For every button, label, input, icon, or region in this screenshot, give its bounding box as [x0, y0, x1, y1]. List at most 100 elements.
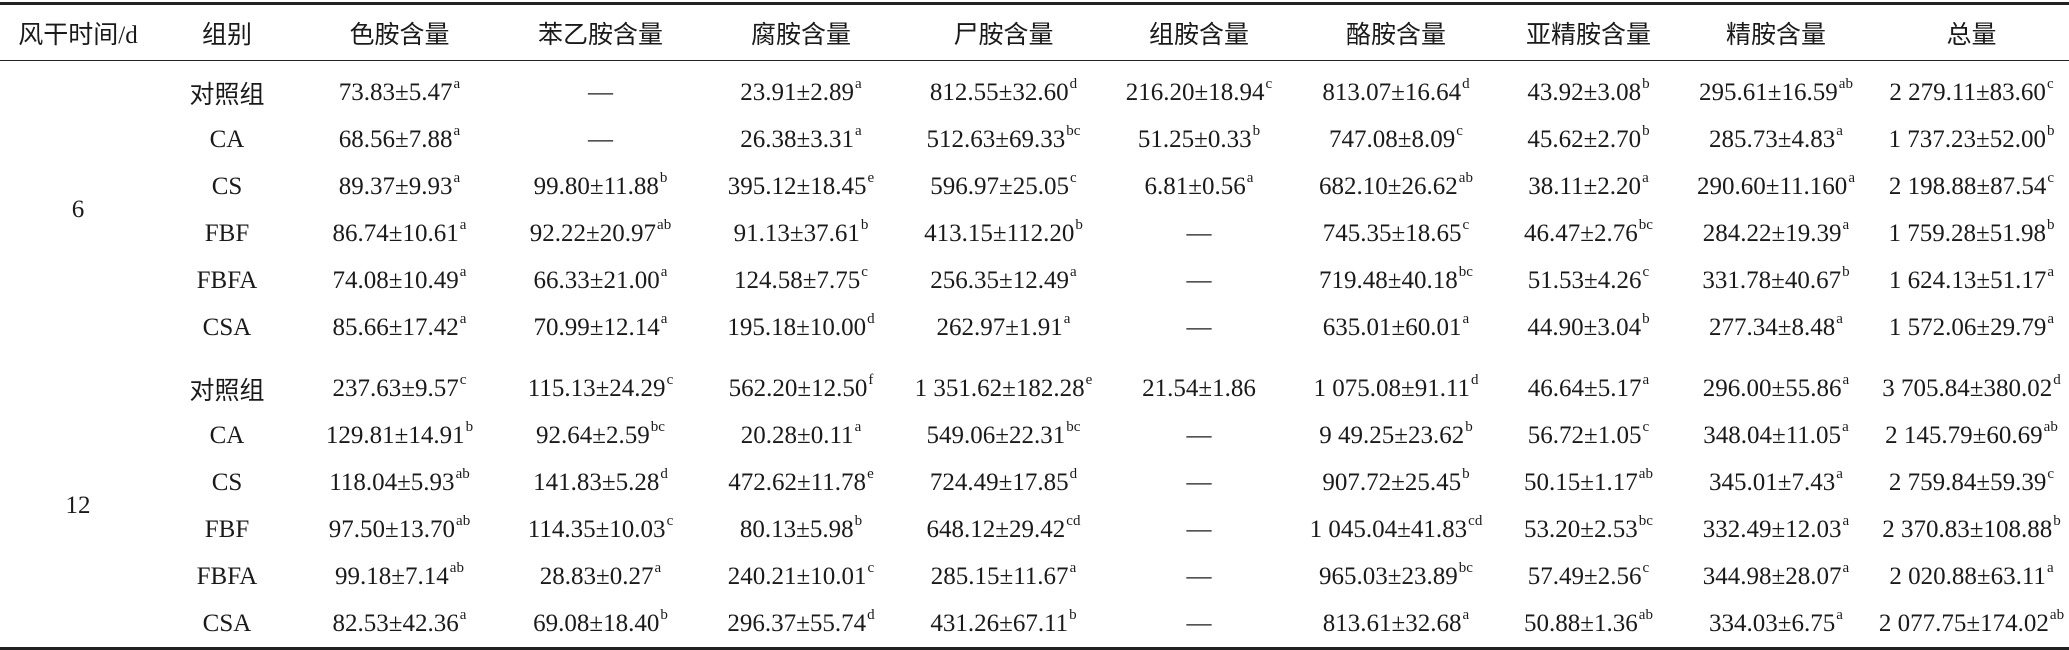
- value-cell: 648.12±29.42cd: [902, 506, 1105, 553]
- value-cell: 345.01±7.43a: [1678, 459, 1874, 506]
- value-text: —: [1186, 515, 1212, 543]
- significance-letter: a: [459, 216, 467, 233]
- value-cell: —: [1105, 304, 1293, 351]
- value-cell: 1 572.06±29.79a: [1874, 304, 2069, 351]
- value-cell: 82.53±42.36a: [298, 600, 501, 650]
- significance-letter: a: [660, 263, 668, 280]
- value-text: —: [1186, 313, 1212, 341]
- value-cell: 907.72±25.45b: [1293, 459, 1499, 506]
- significance-letter: b: [2046, 122, 2055, 139]
- value-text: 472.62±11.78: [728, 468, 867, 496]
- significance-letter: b: [659, 169, 668, 186]
- significance-letter: b: [1069, 606, 1077, 623]
- value-cell: 124.58±7.75c: [700, 257, 902, 304]
- group-cell: 对照组: [189, 81, 265, 109]
- value-text: 596.97±25.05: [930, 172, 1070, 200]
- value-cell: 89.37±9.93a: [298, 163, 501, 210]
- significance-letter: c: [1462, 216, 1470, 233]
- value-text: —: [1186, 609, 1212, 637]
- significance-letter: a: [1063, 310, 1071, 327]
- value-cell: 115.13±24.29c: [501, 351, 700, 412]
- value-text: 99.80±11.88: [533, 172, 659, 200]
- significance-letter: a: [1842, 559, 1850, 576]
- value-text: 68.56±7.88: [338, 125, 453, 153]
- significance-letter: bc: [1638, 512, 1653, 529]
- value-text: 2 198.88±87.54: [1888, 172, 2047, 200]
- value-text: 512.63±69.33: [926, 125, 1066, 153]
- significance-letter: b: [2053, 512, 2061, 529]
- value-cell: 1 045.04±41.83cd: [1293, 506, 1499, 553]
- value-text: 1 624.13±51.17: [1888, 266, 2047, 294]
- table-body: 6 对照组 73.83±5.47a —23.91±2.89a 812.55±32.60d…: [0, 61, 2069, 650]
- value-cell: 28.83±0.27a: [501, 553, 700, 600]
- group-cell: CSA: [202, 313, 252, 341]
- value-text: 57.49±2.56: [1527, 562, 1642, 590]
- value-cell: 69.08±18.40b: [501, 600, 700, 650]
- value-cell: 2 279.11±83.60c: [1874, 61, 2069, 117]
- significance-letter: a: [1842, 418, 1849, 435]
- header-cell: 总量: [1874, 2, 2069, 61]
- significance-letter: a: [1836, 465, 1843, 482]
- value-text: 80.13±5.98: [739, 515, 854, 543]
- value-text: 82.53±42.36: [332, 609, 459, 637]
- value-cell: 56.72±1.05c: [1499, 412, 1678, 459]
- value-cell: 413.15±112.20b: [902, 210, 1105, 257]
- value-text: 118.04±5.93: [329, 468, 455, 496]
- value-text: 46.64±5.17: [1527, 374, 1642, 402]
- value-text: 70.99±12.14: [533, 313, 660, 341]
- value-text: 115.13±24.29: [527, 374, 666, 402]
- value-cell: 334.03±6.75a: [1678, 600, 1874, 650]
- table-row: CSA 82.53±42.36a 69.08±18.40b 296.37±55.74d…: [0, 600, 2069, 650]
- value-text: 85.66±17.42: [332, 313, 459, 341]
- value-text: 23.91±2.89: [740, 78, 855, 106]
- value-cell: —: [1105, 257, 1293, 304]
- value-text: 332.49±12.03: [1702, 515, 1842, 543]
- value-cell: 237.63±9.57c: [298, 351, 501, 412]
- value-cell: 99.18±7.14ab: [298, 553, 501, 600]
- value-cell: 284.22±19.39a: [1678, 210, 1874, 257]
- value-text: 296.00±55.86: [1702, 374, 1842, 402]
- significance-letter: ab: [456, 512, 471, 529]
- value-text: —: [1186, 219, 1212, 247]
- value-cell: 562.20±12.50f: [700, 351, 902, 412]
- value-cell: —: [1105, 600, 1293, 650]
- value-text: 1 759.28±51.98: [1888, 219, 2046, 247]
- value-text: 53.20±2.53: [1524, 515, 1638, 543]
- value-text: 290.60±11.160: [1697, 172, 1848, 200]
- significance-letter: a: [1848, 169, 1855, 186]
- value-text: 907.72±25.45: [1322, 468, 1462, 496]
- significance-letter: c: [2046, 75, 2054, 92]
- significance-letter: bc: [1066, 122, 1081, 139]
- significance-letter: c: [861, 263, 868, 280]
- table-row: 6 对照组 73.83±5.47a —23.91±2.89a 812.55±32.60d…: [0, 61, 2069, 224]
- value-cell: 331.78±40.67b: [1678, 257, 1874, 304]
- significance-letter: b: [2046, 216, 2055, 233]
- value-text: 44.90±3.04: [1527, 313, 1642, 341]
- value-cell: 2 020.88±63.11a: [1874, 553, 2069, 600]
- significance-letter: d: [1069, 75, 1078, 92]
- value-cell: 141.83±5.28d: [501, 459, 700, 506]
- value-text: 20.28±0.11: [740, 421, 854, 449]
- value-cell: 6.81±0.56a: [1105, 163, 1293, 210]
- value-cell: 43.92±3.08b: [1499, 61, 1678, 117]
- significance-letter: bc: [650, 418, 665, 435]
- value-text: 747.08±8.09: [1329, 125, 1456, 153]
- value-cell: 44.90±3.04b: [1499, 304, 1678, 351]
- significance-letter: b: [1465, 418, 1473, 435]
- significance-letter: b: [1842, 263, 1850, 280]
- group-cell: CS: [211, 172, 243, 200]
- group-cell: FBF: [204, 219, 250, 247]
- value-text: 682.10±26.62: [1319, 172, 1458, 200]
- significance-letter: a: [1842, 371, 1850, 388]
- value-cell: 719.48±40.18bc: [1293, 257, 1499, 304]
- significance-letter: a: [1842, 216, 1850, 233]
- significance-letter: a: [1836, 606, 1843, 623]
- significance-letter: a: [2046, 559, 2054, 576]
- header-cell: 色胺含量: [298, 2, 501, 61]
- table-row: CA 129.81±14.91b 92.64±2.59bc 20.28±0.11a 54…: [0, 412, 2069, 459]
- table-row: CA 68.56±7.88a —26.38±3.31a 512.63±69.33bc 5…: [0, 116, 2069, 163]
- significance-letter: b: [1642, 310, 1650, 327]
- value-cell: 1 759.28±51.98b: [1874, 210, 2069, 257]
- value-text: 240.21±10.01: [727, 562, 867, 590]
